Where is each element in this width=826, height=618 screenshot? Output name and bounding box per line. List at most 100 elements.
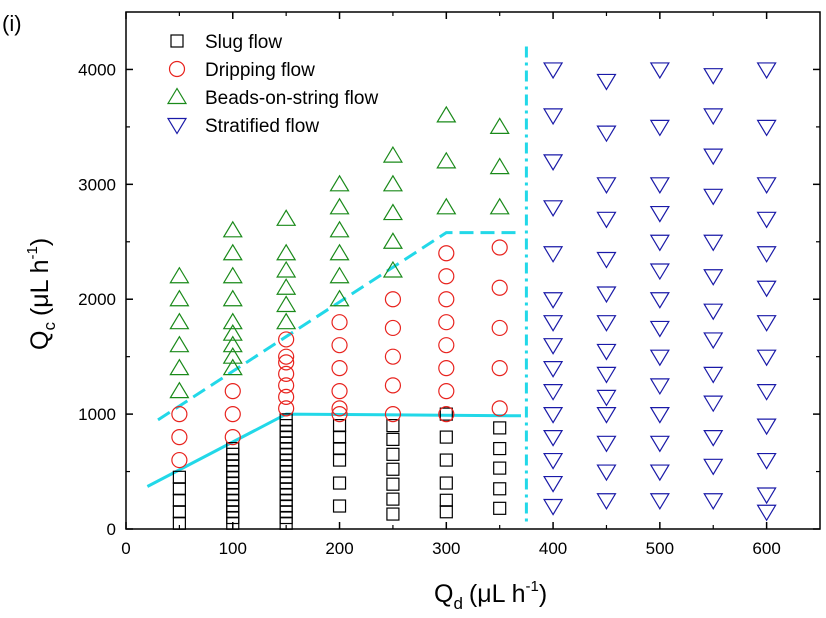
circle-point bbox=[491, 400, 508, 417]
x-tick-label: 100 bbox=[219, 539, 247, 558]
triangle-down-point bbox=[649, 62, 670, 80]
circle-point bbox=[384, 406, 402, 423]
circle-point bbox=[278, 348, 295, 365]
triangle-down-point bbox=[756, 246, 777, 263]
triangle-down-point bbox=[596, 177, 617, 194]
y-tick-label: 1000 bbox=[78, 405, 116, 424]
triangle-down-point bbox=[703, 429, 724, 447]
circle-point bbox=[438, 268, 455, 285]
triangle-up-point bbox=[169, 335, 190, 353]
triangle-up-point bbox=[169, 289, 190, 307]
triangle-down-point bbox=[543, 154, 564, 172]
triangle-down-point bbox=[649, 378, 670, 396]
triangle-down-point bbox=[543, 200, 564, 217]
legend-label: Beads-on-string flow bbox=[205, 88, 378, 109]
triangle-down-point bbox=[703, 366, 724, 384]
axis-ticks: 0 100 200 300 400 500 600 0 1000 2000 3000 4000 bbox=[78, 12, 820, 558]
square-point bbox=[172, 505, 186, 519]
circle-point bbox=[331, 337, 348, 354]
triangle-down-point bbox=[703, 303, 724, 321]
legend-label: Dripping flow bbox=[205, 60, 315, 81]
triangle-down-point bbox=[596, 251, 617, 269]
triangle-down-point bbox=[703, 395, 724, 413]
triangle-down-point bbox=[596, 464, 617, 482]
triangle-down-point bbox=[543, 315, 564, 332]
triangle-up-point bbox=[222, 347, 243, 364]
square-point bbox=[172, 482, 186, 496]
triangle-down-point bbox=[756, 280, 777, 298]
circle-point bbox=[331, 406, 348, 423]
square-point bbox=[172, 470, 186, 484]
circle-point bbox=[171, 428, 188, 446]
square-point bbox=[386, 492, 400, 506]
triangle-up-point bbox=[222, 266, 243, 284]
triangle-up-point bbox=[436, 105, 457, 123]
circle-point bbox=[171, 406, 188, 423]
triangle-up-point bbox=[276, 278, 297, 295]
y-tick-label: 2000 bbox=[78, 290, 116, 309]
x-tick-label: 400 bbox=[539, 539, 567, 558]
square-point bbox=[439, 453, 453, 467]
legend-label: Slug flow bbox=[205, 32, 282, 53]
square-point bbox=[386, 432, 400, 446]
boundary-line-solid bbox=[146, 412, 522, 488]
triangle-up-point bbox=[382, 174, 403, 192]
triangle-up-point bbox=[329, 197, 350, 215]
square-point bbox=[439, 476, 453, 490]
triangle-down-point bbox=[596, 366, 617, 384]
triangle-up-point bbox=[382, 145, 403, 163]
x-tick-label: 300 bbox=[432, 539, 460, 558]
triangle-up-point bbox=[222, 335, 243, 353]
triangle-down-point bbox=[649, 119, 670, 137]
circle-point bbox=[331, 400, 348, 417]
triangle-down-point bbox=[703, 332, 724, 350]
legend-label: Stratified flow bbox=[205, 116, 319, 137]
square-point bbox=[332, 499, 347, 513]
triangle-down-point bbox=[543, 62, 564, 80]
circle-point bbox=[384, 319, 402, 337]
triangle-up-point bbox=[489, 197, 510, 215]
triangle-down-point bbox=[543, 452, 564, 470]
triangle-up-point bbox=[436, 151, 457, 169]
circle-point bbox=[278, 400, 295, 417]
square-point bbox=[386, 477, 400, 491]
legend: Slug flow Dripping flow Beads-on-string fl… bbox=[166, 32, 378, 137]
series-square bbox=[172, 407, 507, 530]
triangle-down-point bbox=[703, 493, 724, 510]
square-point bbox=[332, 476, 347, 490]
square-point bbox=[493, 441, 507, 456]
circle-point bbox=[438, 383, 455, 400]
triangle-up-point bbox=[329, 289, 350, 307]
triangle-up-point bbox=[169, 358, 190, 376]
triangle-down-point bbox=[756, 119, 777, 137]
triangle-down-point bbox=[703, 458, 724, 476]
triangle-down-point bbox=[703, 68, 724, 85]
legend-marker-triangle-up bbox=[166, 87, 188, 105]
triangle-up-point bbox=[329, 266, 350, 284]
circle-point bbox=[331, 383, 348, 400]
triangle-down-point bbox=[756, 487, 777, 505]
triangle-down-point bbox=[543, 338, 564, 355]
square-point bbox=[279, 413, 293, 427]
triangle-down-point bbox=[756, 315, 777, 332]
square-point bbox=[386, 447, 400, 461]
triangle-down-point bbox=[543, 384, 564, 401]
circle-point bbox=[331, 360, 348, 377]
triangle-up-point bbox=[222, 289, 243, 307]
series-circle bbox=[171, 239, 508, 469]
y-axis-title: Qc(μL h-1) bbox=[24, 238, 59, 350]
triangle-down-point bbox=[596, 435, 617, 453]
square-point bbox=[439, 505, 453, 519]
triangle-down-point bbox=[596, 407, 617, 424]
triangle-down-point bbox=[756, 211, 777, 229]
triangle-up-point bbox=[329, 220, 350, 238]
triangle-down-point bbox=[756, 177, 777, 194]
series-triangle-down bbox=[543, 62, 777, 522]
circle-point bbox=[438, 314, 455, 331]
triangle-down-point bbox=[649, 234, 670, 252]
triangle-up-point bbox=[222, 243, 243, 261]
triangle-up-point bbox=[436, 197, 457, 215]
triangle-down-point bbox=[703, 269, 724, 286]
triangle-down-point bbox=[649, 292, 670, 309]
